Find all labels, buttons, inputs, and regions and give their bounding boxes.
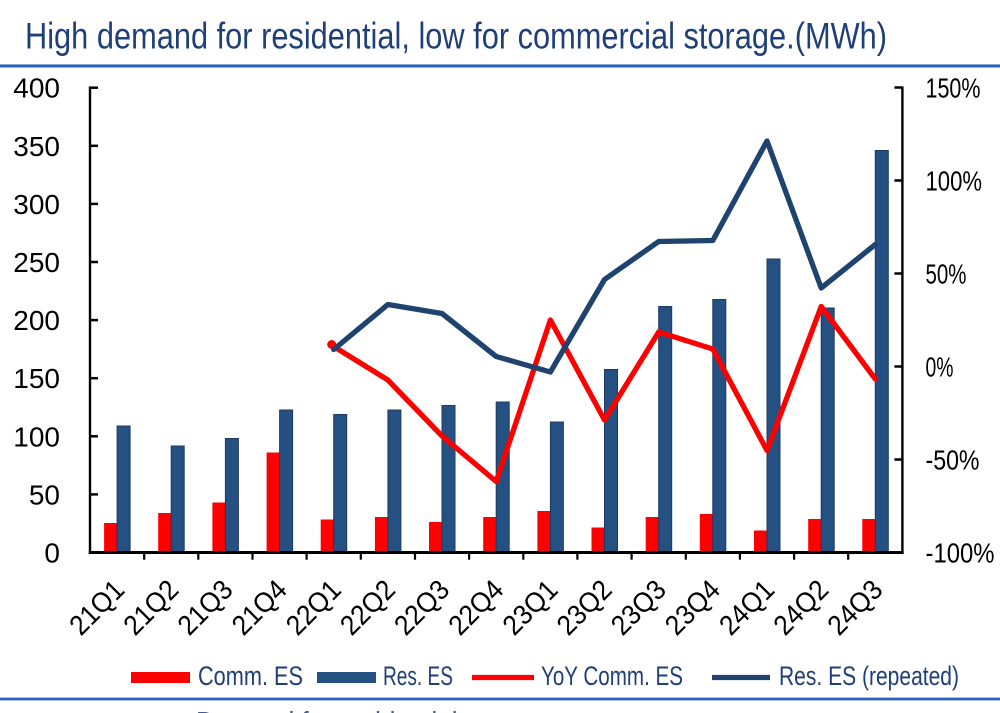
svg-text:23Q2: 23Q2 [551,574,618,641]
svg-text:Demand for residential storage: Demand for residential storage [196,706,552,713]
svg-text:250: 250 [13,247,60,278]
svg-text:Comm. ES: Comm. ES [198,661,303,691]
svg-text:23Q3: 23Q3 [605,574,672,641]
svg-text:22Q4: 22Q4 [442,574,509,641]
svg-text:200: 200 [13,305,60,336]
svg-text:21Q1: 21Q1 [63,574,130,641]
svg-text:24Q3: 24Q3 [821,574,888,641]
svg-text:100%: 100% [926,166,983,197]
svg-text:50%: 50% [926,259,967,290]
svg-text:21Q4: 21Q4 [226,574,293,641]
svg-text:300: 300 [13,189,60,220]
svg-text:Res. ES: Res. ES [383,661,453,691]
svg-text:400: 400 [13,73,60,104]
svg-text:21Q3: 21Q3 [171,574,238,641]
svg-text:24Q1: 24Q1 [713,574,780,641]
svg-text:0: 0 [44,538,60,569]
svg-text:22Q1: 22Q1 [280,574,347,641]
svg-text:24Q2: 24Q2 [767,574,834,641]
svg-text:Res. ES (repeated): Res. ES (repeated) [779,661,959,691]
svg-text:22Q3: 22Q3 [388,574,455,641]
svg-text:100: 100 [13,421,60,452]
svg-text:150%: 150% [926,73,981,104]
svg-text:50: 50 [29,479,60,510]
svg-text:23Q1: 23Q1 [496,574,563,641]
svg-text:21Q2: 21Q2 [117,574,184,641]
svg-text:-100%: -100% [926,538,995,569]
svg-text:22Q2: 22Q2 [334,574,401,641]
svg-text:23Q4: 23Q4 [659,574,726,641]
svg-text:High demand for residential, l: High demand for residential, low for com… [25,15,887,56]
svg-text:YoY Comm. ES: YoY Comm. ES [541,661,683,691]
svg-text:150: 150 [13,363,60,394]
svg-text:-50%: -50% [926,445,980,476]
svg-text:0%: 0% [926,352,954,383]
svg-text:350: 350 [13,131,60,162]
